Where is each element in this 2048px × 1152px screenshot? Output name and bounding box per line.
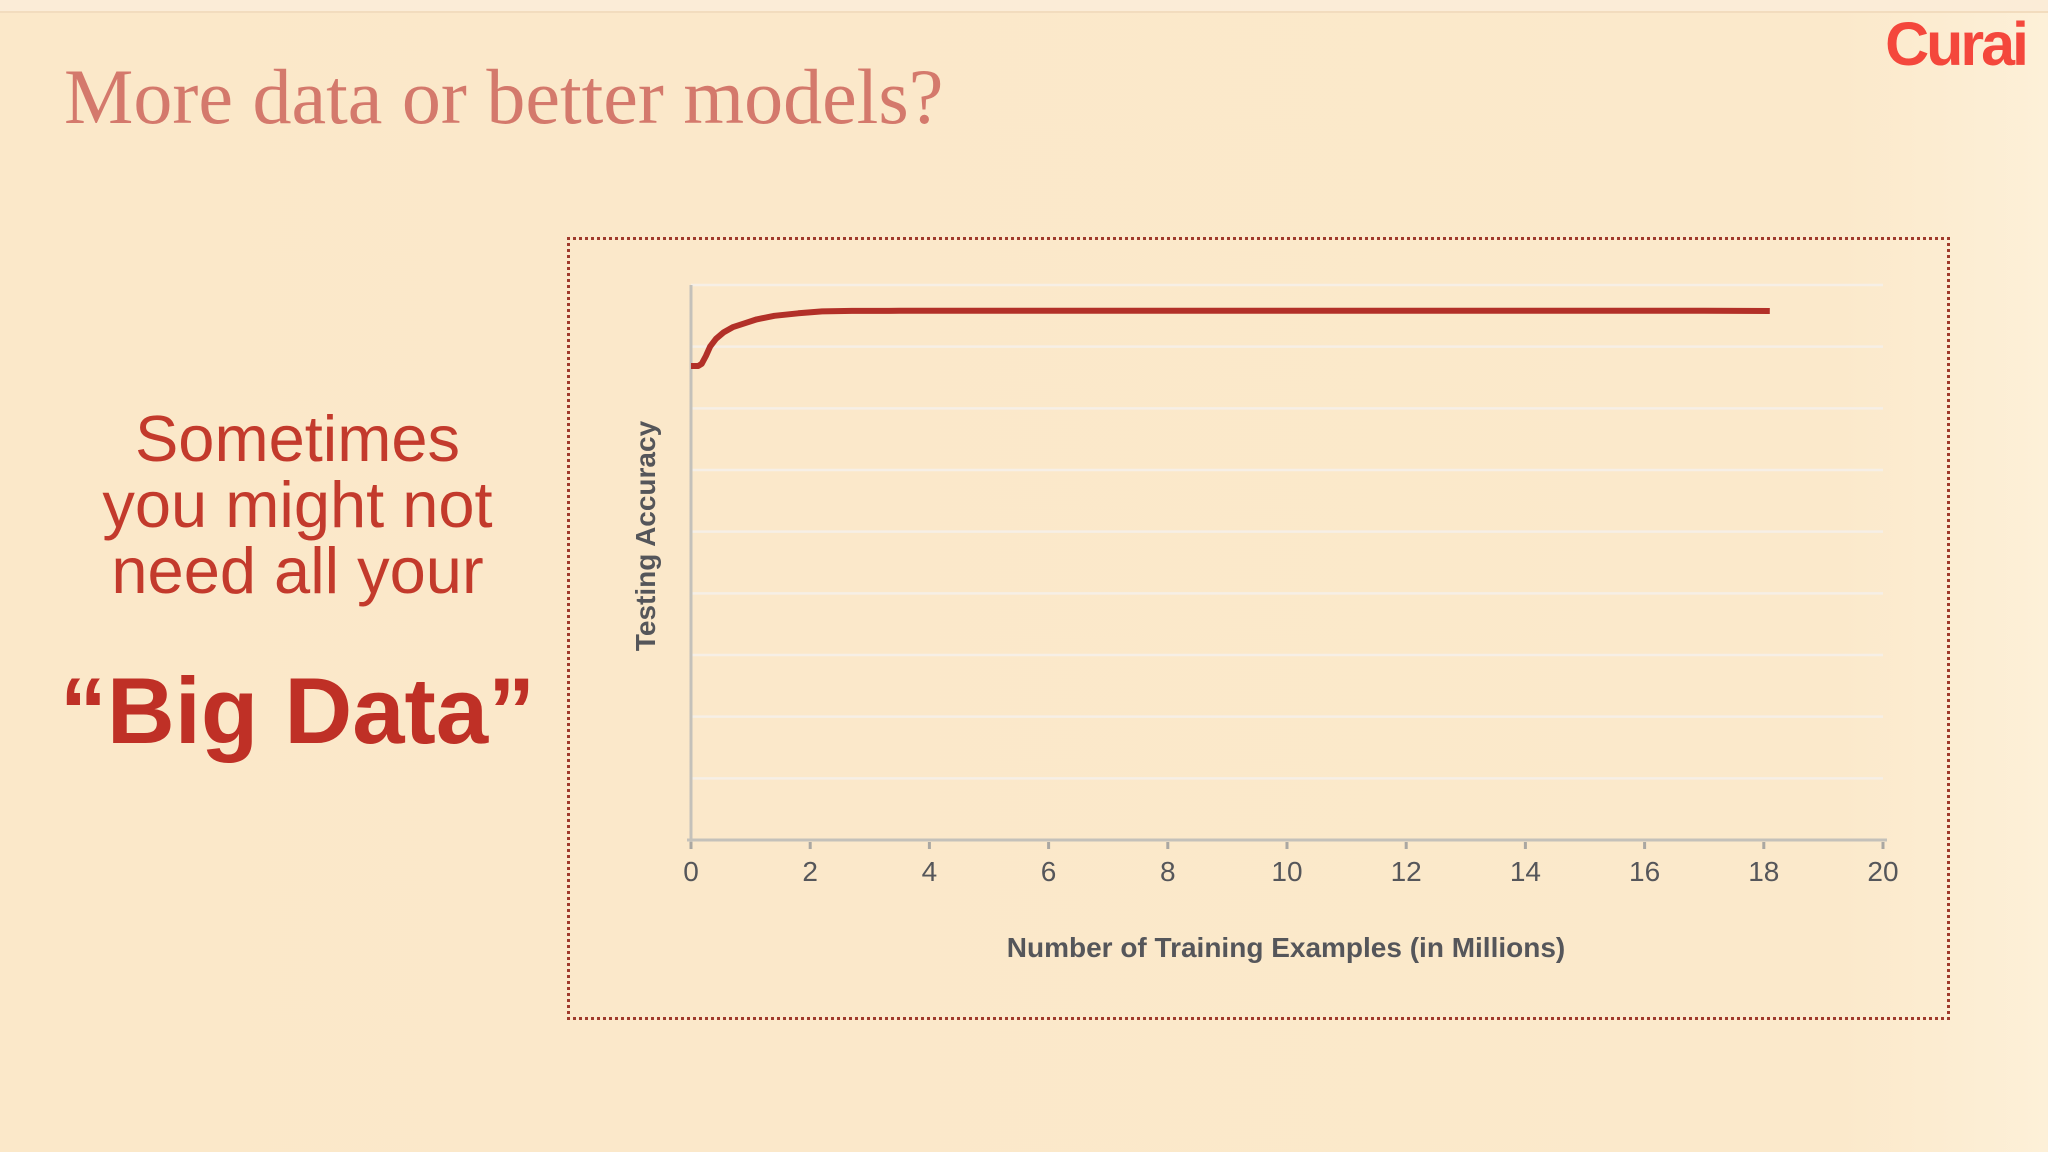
x-tick-label: 2 (802, 856, 818, 887)
x-tick-label: 10 (1271, 856, 1302, 887)
body-text-line: need all your (111, 534, 484, 607)
x-tick-label: 16 (1629, 856, 1660, 887)
x-tick-label: 4 (922, 856, 938, 887)
x-axis-label: Number of Training Examples (in Millions… (1006, 932, 1566, 963)
chart-panel: 0 2 4 6 8 10 12 14 16 18 20 Testing Accuracy Numbe… (567, 237, 1950, 1020)
curai-logo: Curai (1885, 10, 2029, 78)
x-tick-label: 18 (1748, 856, 1779, 887)
accuracy-curve (691, 307, 1770, 369)
slide-body-text: Sometimes you might not need all your (40, 406, 555, 604)
x-tick-label: 6 (1041, 856, 1057, 887)
x-tick-label: 0 (683, 856, 699, 887)
big-data-emphasis-text: “Big Data” (59, 658, 536, 763)
x-tick-label: 14 (1510, 856, 1541, 887)
y-axis-label: Testing Accuracy (630, 420, 661, 652)
body-text-line: Sometimes (134, 402, 461, 475)
x-tick-label: 12 (1391, 856, 1422, 887)
x-tick-label: 20 (1867, 856, 1898, 887)
slide-title: More data or better models? (64, 53, 944, 140)
x-tick-label: 8 (1160, 856, 1176, 887)
body-text-line: you might not (102, 468, 493, 541)
accuracy-chart-svg: 0 2 4 6 8 10 12 14 16 18 20 (683, 283, 1899, 887)
top-edge-strip (0, 0, 2048, 13)
